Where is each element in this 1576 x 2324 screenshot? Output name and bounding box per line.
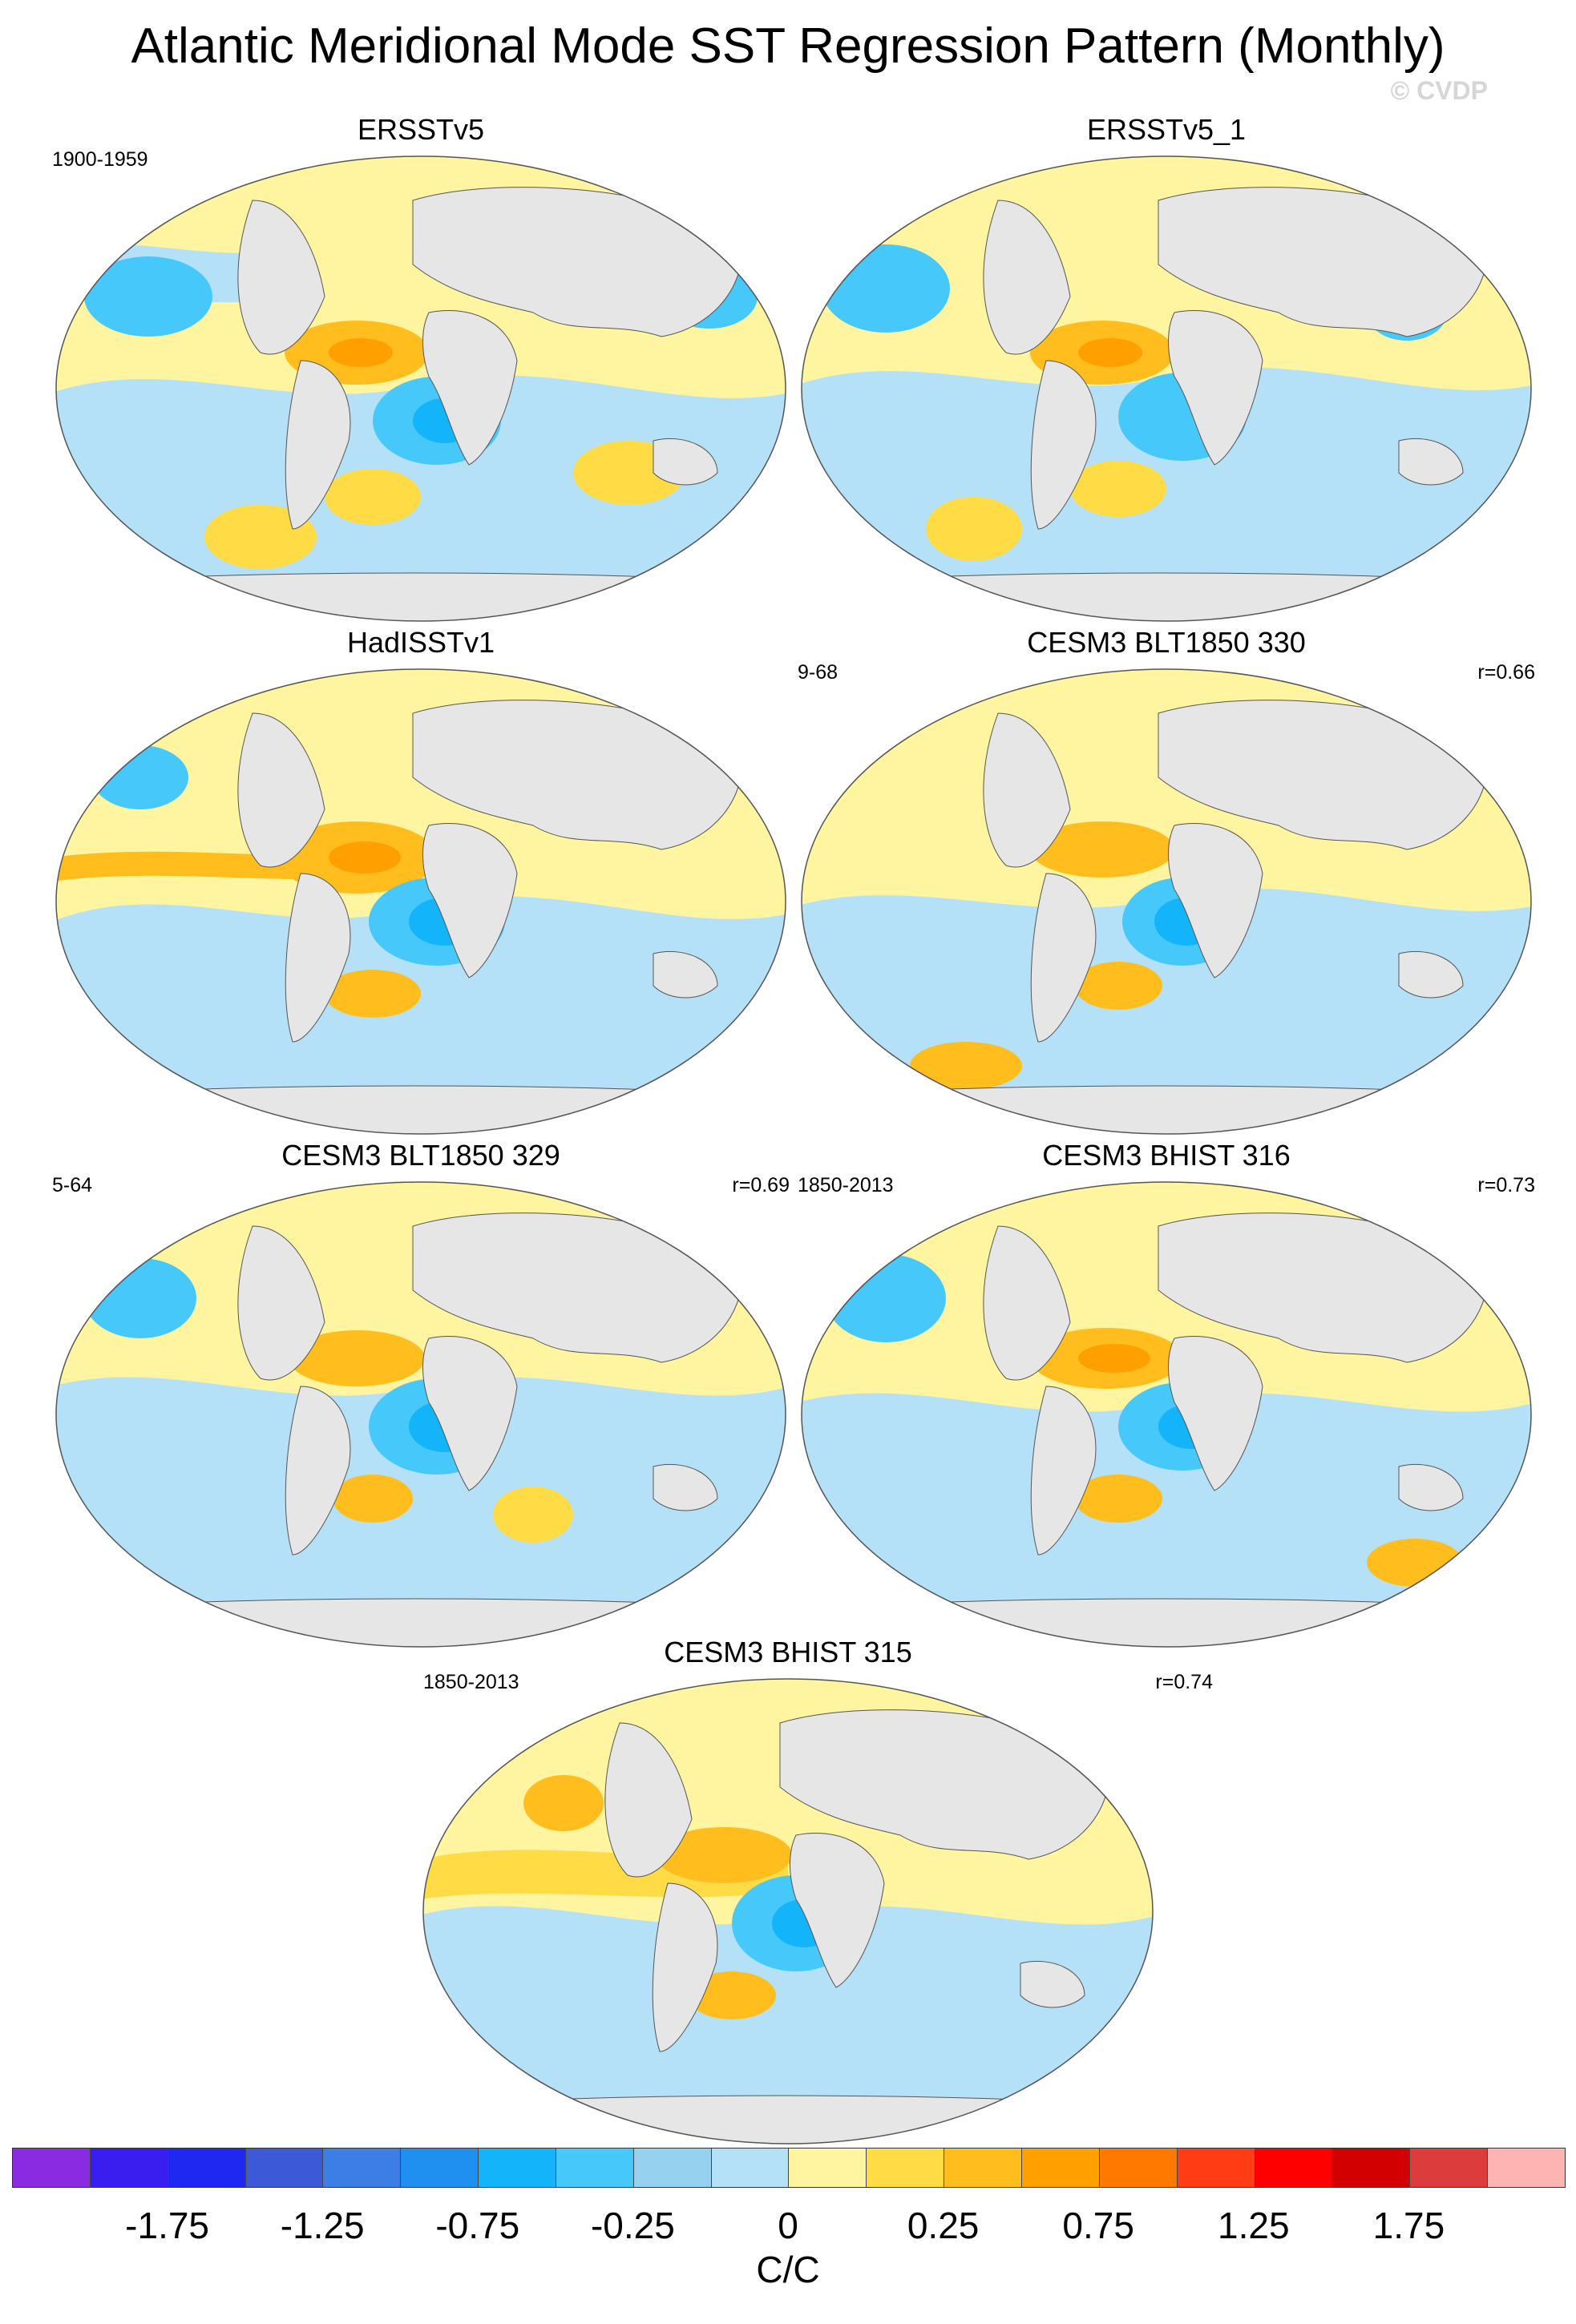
colorbar-tick-label: -1.25	[280, 2205, 365, 2246]
panel-title: HadISSTv1	[346, 626, 495, 659]
colorbar-tick-label: 0.25	[907, 2205, 980, 2246]
map-panel-cesm3-bhist-315: CESM3 BHIST 315 1850-2013 r=0.74	[419, 1635, 1213, 2148]
colorbar-swatch	[245, 2148, 324, 2187]
panel-title: ERSSTv5_1	[1086, 113, 1247, 146]
colorbar-tick-label: 0	[778, 2205, 798, 2246]
colorbar-swatch	[633, 2148, 712, 2187]
colorbar-swatch	[401, 2148, 479, 2187]
panel-title: CESM3 BLT1850 329	[281, 1139, 560, 1172]
panel-correlation: r=0.73	[1477, 1174, 1535, 1196]
colorbar-swatch	[168, 2148, 246, 2187]
panel-correlation: r=0.66	[1477, 661, 1535, 684]
panel-correlation: r=0.74	[1155, 1671, 1213, 1693]
map-panel-hadisstv1: HadISSTv1	[52, 625, 790, 1138]
colorbar-swatch	[1410, 2148, 1489, 2187]
colorbar-tick-label: -1.75	[125, 2205, 210, 2246]
colorbar-tick-label: -0.25	[590, 2205, 675, 2246]
sst-regression-map	[801, 155, 1532, 622]
sst-regression-map	[55, 1181, 786, 1648]
colorbar-swatch	[1488, 2148, 1565, 2187]
map-panel-cesm3-blt1850-329: CESM3 BLT1850 329 5-64 r=0.69	[52, 1138, 790, 1651]
panel-title: CESM3 BLT1850 330	[1027, 626, 1306, 659]
colorbar-swatch	[944, 2148, 1022, 2187]
sst-regression-map	[55, 155, 786, 622]
panel-correlation: r=0.69	[732, 1174, 790, 1196]
colorbar-swatch	[1255, 2148, 1333, 2187]
colorbar-swatch	[479, 2148, 556, 2187]
sst-regression-map	[801, 1181, 1532, 1648]
colorbar-tick-label: 1.75	[1372, 2205, 1445, 2246]
colorbar-tick-label: -0.75	[435, 2205, 520, 2246]
colorbar-tick-label: 0.75	[1062, 2205, 1134, 2246]
panel-title: CESM3 BHIST 316	[1042, 1139, 1291, 1172]
map-panel-cesm3-blt1850-330: CESM3 BLT1850 330 9-68 r=0.66	[798, 625, 1535, 1138]
colorbar-units: C/C	[756, 2249, 820, 2290]
colorbar-swatch	[556, 2148, 634, 2187]
panel-period: 1850-2013	[423, 1671, 519, 1693]
colorbar-swatch	[789, 2148, 867, 2187]
panel-period: 1850-2013	[798, 1174, 894, 1196]
colorbar-swatch	[1332, 2148, 1411, 2187]
sst-regression-map	[55, 668, 786, 1135]
colorbar-swatch	[1021, 2148, 1100, 2187]
map-panel-cesm3-bhist-316: CESM3 BHIST 316 1850-2013 r=0.73	[798, 1138, 1535, 1651]
colorbar-swatch	[13, 2148, 91, 2187]
panel-period: 5-64	[52, 1174, 93, 1196]
colorbar	[12, 2148, 1566, 2188]
colorbar-swatch	[90, 2148, 168, 2187]
panel-title: ERSSTv5	[357, 113, 485, 146]
map-panel-ersstv5-1: ERSSTv5_1	[798, 112, 1535, 625]
colorbar-swatch	[711, 2148, 790, 2187]
colorbar-swatch	[1099, 2148, 1178, 2187]
sst-regression-map	[801, 668, 1532, 1135]
figure-title: Atlantic Meridional Mode SST Regression …	[131, 18, 1445, 74]
copyright-watermark: © CVDP	[1390, 76, 1488, 105]
panel-period: 9-68	[798, 661, 839, 684]
colorbar-swatch	[867, 2148, 945, 2187]
map-panel-ersstv5: ERSSTv5 1900-1959	[52, 112, 790, 625]
sst-regression-map	[422, 1678, 1154, 2144]
colorbar-tick-label: 1.25	[1218, 2205, 1290, 2246]
panel-period: 1900-1959	[52, 148, 148, 171]
panel-title: CESM3 BHIST 315	[664, 1636, 912, 1668]
colorbar-swatch	[1177, 2148, 1255, 2187]
colorbar-swatch	[323, 2148, 402, 2187]
